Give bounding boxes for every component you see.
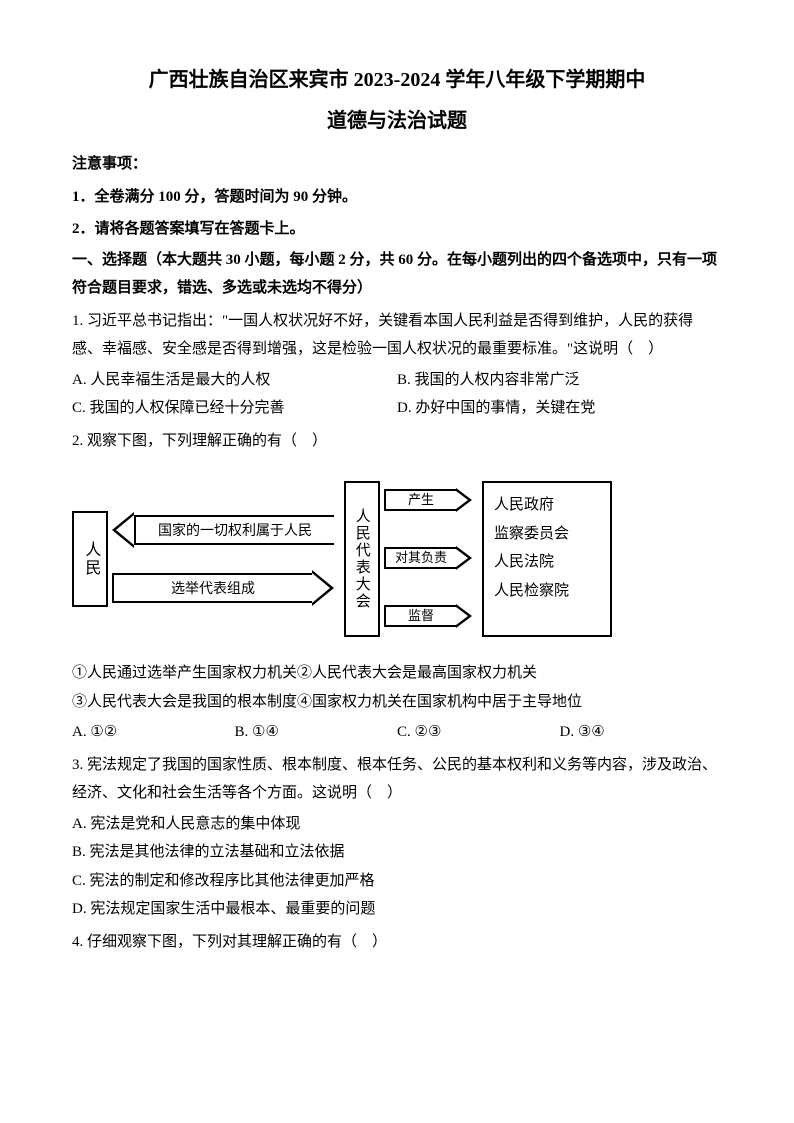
notice-heading: 注意事项： — [72, 150, 722, 179]
title-line-1: 广西壮族自治区来宾市 2023-2024 学年八年级下学期期中 — [72, 64, 722, 96]
q2-statement-2: ③人民代表大会是我国的根本制度④国家权力机关在国家机构中居于主导地位 — [72, 688, 722, 717]
chevron-right-icon — [456, 604, 472, 628]
chevron-right-icon — [456, 488, 472, 512]
q2-opt-a: A. ①② — [72, 718, 235, 747]
diagram-arrow-bottom: 选举代表组成 — [112, 573, 312, 603]
diagram-organ-3: 人民法院 — [494, 548, 600, 577]
q2-opt-b: B. ①④ — [235, 718, 398, 747]
q2-diagram: 人民 国家的一切权利属于人民 选举代表组成 人民代表大会 产生 对其负责 监督 … — [72, 469, 632, 649]
q3-options: A. 宪法是党和人民意志的集中体现 B. 宪法是其他法律的立法基础和立法依据 C… — [72, 810, 722, 924]
q3-opt-a: A. 宪法是党和人民意志的集中体现 — [72, 810, 722, 839]
q1-text: 1. 习近平总书记指出："一国人权状况好不好，关键看本国人民利益是否得到维护，人… — [72, 307, 722, 364]
q1-opt-d: D. 办好中国的事情，关键在党 — [397, 394, 722, 423]
notice-2: 2．请将各题答案填写在答题卡上。 — [72, 215, 722, 244]
q2-options: A. ①② B. ①④ C. ②③ D. ③④ — [72, 718, 722, 747]
q3-text: 3. 宪法规定了我国的国家性质、根本制度、根本任务、公民的基本权利和义务等内容，… — [72, 751, 722, 808]
chevron-right-icon — [456, 546, 472, 570]
section-1-heading: 一、选择题（本大题共 30 小题，每小题 2 分，共 60 分。在每小题列出的四… — [72, 246, 722, 303]
q3-opt-b: B. 宪法是其他法律的立法基础和立法依据 — [72, 838, 722, 867]
q1-opt-b: B. 我国的人权内容非常广泛 — [397, 366, 722, 395]
chevron-left-icon — [112, 512, 134, 548]
q3-opt-d: D. 宪法规定国家生活中最根本、最重要的问题 — [72, 895, 722, 924]
q3-opt-c: C. 宪法的制定和修改程序比其他法律更加严格 — [72, 867, 722, 896]
q2-statement-1: ①人民通过选举产生国家权力机关②人民代表大会是最高国家权力机关 — [72, 659, 722, 688]
chevron-right-icon — [312, 570, 334, 606]
q4-text: 4. 仔细观察下图，下列对其理解正确的有（ ） — [72, 928, 722, 957]
q1-opt-c: C. 我国的人权保障已经十分完善 — [72, 394, 397, 423]
q2-opt-c: C. ②③ — [397, 718, 560, 747]
q1-opt-a: A. 人民幸福生活是最大的人权 — [72, 366, 397, 395]
diagram-small-arrow-2: 对其负责 — [384, 547, 456, 569]
diagram-organ-1: 人民政府 — [494, 491, 600, 520]
diagram-people-box: 人民 — [72, 511, 108, 607]
title-line-2: 道德与法治试题 — [72, 102, 722, 140]
q2-text: 2. 观察下图，下列理解正确的有（ ） — [72, 427, 722, 456]
diagram-organs-box: 人民政府 监察委员会 人民法院 人民检察院 — [482, 481, 612, 637]
diagram-organ-2: 监察委员会 — [494, 520, 600, 549]
diagram-small-arrow-3: 监督 — [384, 605, 456, 627]
q1-options: A. 人民幸福生活是最大的人权 B. 我国的人权内容非常广泛 C. 我国的人权保… — [72, 366, 722, 423]
notice-1: 1．全卷满分 100 分，答题时间为 90 分钟。 — [72, 183, 722, 212]
q2-opt-d: D. ③④ — [560, 718, 723, 747]
diagram-organ-4: 人民检察院 — [494, 577, 600, 606]
diagram-npc-box: 人民代表大会 — [344, 481, 380, 637]
diagram-small-arrow-1: 产生 — [384, 489, 456, 511]
diagram-arrow-top: 国家的一切权利属于人民 — [134, 515, 334, 545]
